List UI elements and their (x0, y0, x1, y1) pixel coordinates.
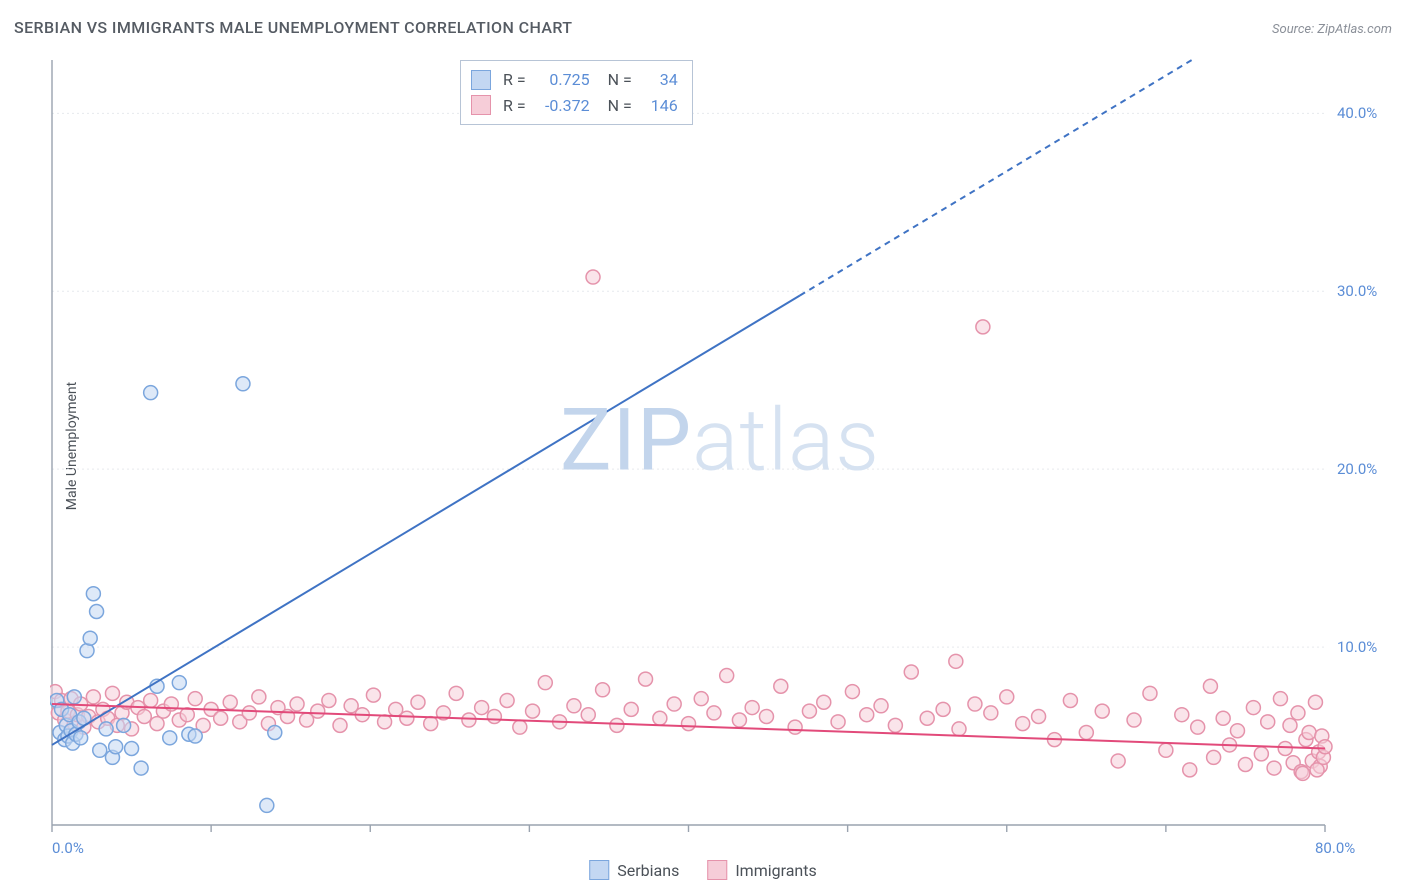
series-legend: Serbians Immigrants (589, 860, 817, 880)
x-tick-label: 0.0% (52, 839, 84, 857)
legend-r-label: R = (503, 67, 526, 93)
chart-header: SERBIAN VS IMMIGRANTS MALE UNEMPLOYMENT … (14, 18, 1392, 37)
y-tick-label: 40.0% (1337, 104, 1377, 122)
plot-area: ZIPatlas 10.0%20.0%30.0%40.0%0.0%80.0% (50, 55, 1390, 845)
series-legend-label: Serbians (617, 861, 679, 880)
x-tick-label: 80.0% (1315, 839, 1355, 857)
legend-swatch (471, 95, 491, 115)
legend-swatch (589, 860, 609, 880)
legend-r-value: 0.725 (534, 67, 590, 93)
legend-row: R = -0.372 N = 146 (471, 93, 678, 119)
series-legend-label: Immigrants (735, 861, 816, 880)
legend-row: R = 0.725 N = 34 (471, 67, 678, 93)
scatter-chart (50, 55, 1390, 845)
legend-n-value: 146 (640, 93, 678, 119)
legend-n-label: N = (608, 93, 632, 119)
legend-n-value: 34 (640, 67, 678, 93)
y-tick-label: 30.0% (1337, 282, 1377, 300)
chart-title: SERBIAN VS IMMIGRANTS MALE UNEMPLOYMENT … (14, 18, 572, 37)
legend-r-label: R = (503, 93, 526, 119)
y-tick-label: 10.0% (1337, 638, 1377, 656)
correlation-legend: R = 0.725 N = 34 R = -0.372 N = 146 (460, 60, 693, 125)
series-legend-item: Serbians (589, 860, 679, 880)
chart-source: Source: ZipAtlas.com (1272, 22, 1392, 37)
legend-r-value: -0.372 (534, 93, 590, 119)
series-legend-item: Immigrants (707, 860, 816, 880)
legend-n-label: N = (608, 67, 632, 93)
legend-swatch (707, 860, 727, 880)
legend-swatch (471, 70, 491, 90)
y-tick-label: 20.0% (1337, 460, 1377, 478)
